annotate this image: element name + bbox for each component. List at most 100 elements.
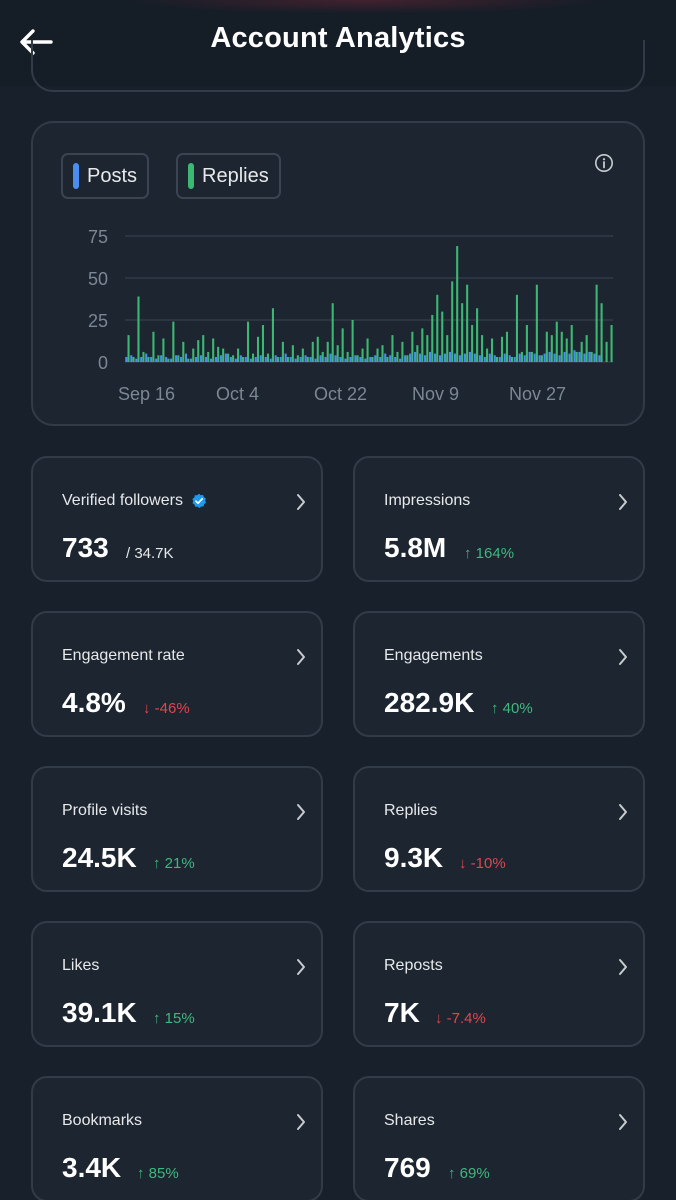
posts-bar <box>508 355 511 362</box>
replies-bar <box>251 353 255 362</box>
replies-bar <box>281 341 284 362</box>
posts-bar <box>145 353 148 362</box>
replies-bar <box>500 336 504 362</box>
stat-value: 39.1K <box>62 997 137 1028</box>
replies-bar <box>401 341 404 362</box>
posts-bar <box>214 356 217 362</box>
stat-change: ↑ 40% <box>491 700 533 717</box>
posts-bar <box>384 353 387 362</box>
chevron-right-icon <box>619 804 627 820</box>
replies-bar <box>192 348 195 362</box>
stat-card-verified-followers[interactable]: Verified followers 733 / 34.7K <box>31 456 323 582</box>
replies-bar <box>371 356 374 362</box>
previous-card-edge <box>31 40 645 92</box>
posts-bar <box>498 356 501 362</box>
posts-bar <box>503 353 506 362</box>
stat-label: Bookmarks <box>62 1112 143 1129</box>
stat-value: 3.4K <box>62 1152 122 1183</box>
stat-value: 9.3K <box>384 842 444 873</box>
posts-bar <box>189 358 193 362</box>
stat-card-engagement-rate[interactable]: Engagement rate 4.8% ↓ -46% <box>31 611 323 737</box>
replies-bar <box>127 335 130 362</box>
posts-bar <box>374 355 377 362</box>
replies-bar <box>545 331 548 362</box>
posts-bar <box>254 356 257 362</box>
replies-bar <box>346 351 349 362</box>
posts-bar <box>409 353 412 362</box>
replies-bar <box>157 355 160 362</box>
posts-bar <box>155 358 158 362</box>
replies-bar <box>590 351 593 362</box>
posts-bar <box>448 351 452 362</box>
legend-replies-toggle[interactable]: Replies <box>176 153 281 199</box>
posts-bar <box>299 356 302 362</box>
replies-bar <box>505 331 509 362</box>
replies-bar <box>396 351 399 362</box>
replies-bar <box>132 356 135 362</box>
replies-bar <box>560 331 563 362</box>
posts-bar <box>229 356 232 362</box>
posts-bar <box>404 355 407 362</box>
stat-value: 4.8% <box>62 687 126 718</box>
stat-card-reposts[interactable]: Reposts 7K ↓ -7.4% <box>353 921 645 1047</box>
stat-card-likes[interactable]: Likes 39.1K ↑ 15% <box>31 921 323 1047</box>
replies-bar <box>595 284 598 362</box>
posts-bar <box>478 355 481 362</box>
stat-label: Likes <box>62 957 100 974</box>
replies-bar <box>341 328 344 362</box>
chevron-right-icon <box>619 494 627 510</box>
replies-bar <box>446 335 449 362</box>
verified-badge-icon <box>192 493 206 508</box>
posts-bar <box>304 355 307 362</box>
stat-value: 769 <box>384 1152 431 1183</box>
posts-swatch <box>73 163 79 189</box>
posts-bar <box>314 358 317 362</box>
posts-bar <box>558 355 561 362</box>
stat-label-row: Likes <box>62 957 99 975</box>
stat-label: Profile visits <box>62 802 148 819</box>
replies-bar <box>261 325 265 362</box>
posts-bar <box>319 355 322 362</box>
replies-bar <box>316 336 319 362</box>
posts-bar <box>573 350 576 362</box>
stat-card-engagements[interactable]: Engagements 282.9K ↑ 40% <box>353 611 645 737</box>
stat-card-replies[interactable]: Replies 9.3K ↓ -10% <box>353 766 645 892</box>
posts-bar <box>289 356 292 362</box>
posts-bar <box>160 355 163 362</box>
stat-label: Shares <box>384 1112 435 1129</box>
replies-bar <box>610 325 613 362</box>
stat-change: ↓ -7.4% <box>435 1010 486 1027</box>
replies-bar <box>600 303 603 362</box>
y-tick-label: 75 <box>88 227 108 247</box>
posts-bar <box>379 356 382 362</box>
chevron-right-icon <box>619 959 627 975</box>
replies-bar <box>247 321 250 362</box>
stat-value: 24.5K <box>62 842 137 873</box>
stat-change: ↑ 164% <box>464 545 515 562</box>
posts-bar <box>518 353 521 362</box>
replies-bar <box>550 335 553 362</box>
posts-bar <box>180 356 183 362</box>
posts-bar <box>364 358 367 362</box>
legend-posts-label: Posts <box>87 164 138 187</box>
posts-bar <box>269 358 272 362</box>
posts-bar <box>309 356 312 362</box>
posts-bar <box>274 355 277 362</box>
replies-bar <box>286 356 289 362</box>
stat-card-shares[interactable]: Shares 769 ↑ 69% <box>353 1076 645 1200</box>
posts-bar <box>483 356 486 362</box>
stat-card-profile-visits[interactable]: Profile visits 24.5K ↑ 21% <box>31 766 323 892</box>
stat-card-bookmarks[interactable]: Bookmarks 3.4K ↑ 85% <box>31 1076 323 1200</box>
stat-label: Replies <box>384 802 438 819</box>
posts-bar <box>543 353 546 362</box>
stat-label-row: Verified followers <box>62 492 207 510</box>
info-icon[interactable] <box>594 153 614 173</box>
posts-bar <box>593 353 596 362</box>
posts-bar <box>513 356 516 362</box>
posts-bar <box>548 351 551 362</box>
posts-bar <box>538 355 541 362</box>
stat-card-impressions[interactable]: Impressions 5.8M ↑ 164% <box>353 456 645 582</box>
legend-posts-toggle[interactable]: Posts <box>61 153 150 199</box>
stat-change: ↑ 15% <box>153 1010 195 1027</box>
replies-bar <box>212 338 215 362</box>
